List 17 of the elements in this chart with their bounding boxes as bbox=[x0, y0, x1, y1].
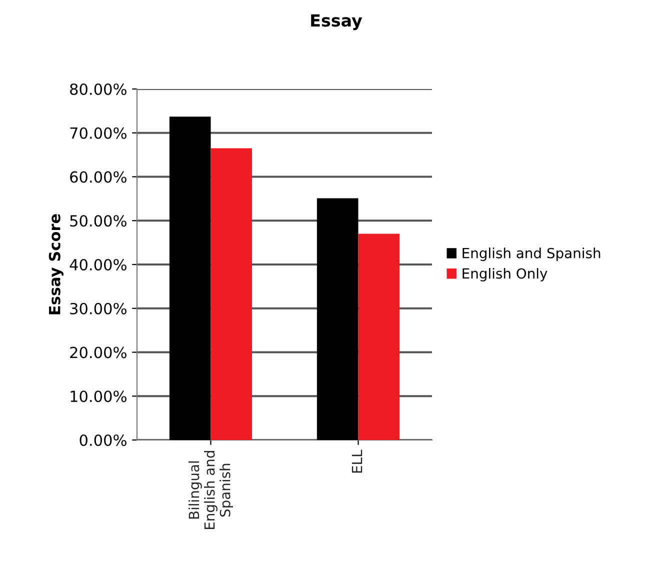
chart-title: Essay bbox=[311, 14, 362, 30]
y-tick-label: 40.00% bbox=[70, 258, 126, 271]
y-tick-label: 80.00% bbox=[70, 83, 126, 96]
legend-label: English and Spanish bbox=[462, 248, 600, 262]
y-tick-label: 10.00% bbox=[70, 390, 126, 402]
y-tick-label: 70.00% bbox=[70, 127, 126, 139]
bar bbox=[210, 148, 252, 440]
y-axis-title: Essay Score bbox=[48, 214, 64, 314]
y-tick-label: 20.00% bbox=[70, 346, 126, 358]
x-tick-label: Bilingual English and Spanish bbox=[188, 450, 234, 530]
y-tick-label: 50.00% bbox=[70, 215, 126, 227]
legend-label: English Only bbox=[462, 268, 548, 282]
y-tick-label: 0.00% bbox=[80, 434, 126, 446]
y-tick-label: 60.00% bbox=[70, 171, 126, 183]
bar bbox=[358, 234, 400, 440]
y-tick-label: 30.00% bbox=[70, 302, 126, 314]
x-tick-label: ELL bbox=[352, 450, 362, 473]
